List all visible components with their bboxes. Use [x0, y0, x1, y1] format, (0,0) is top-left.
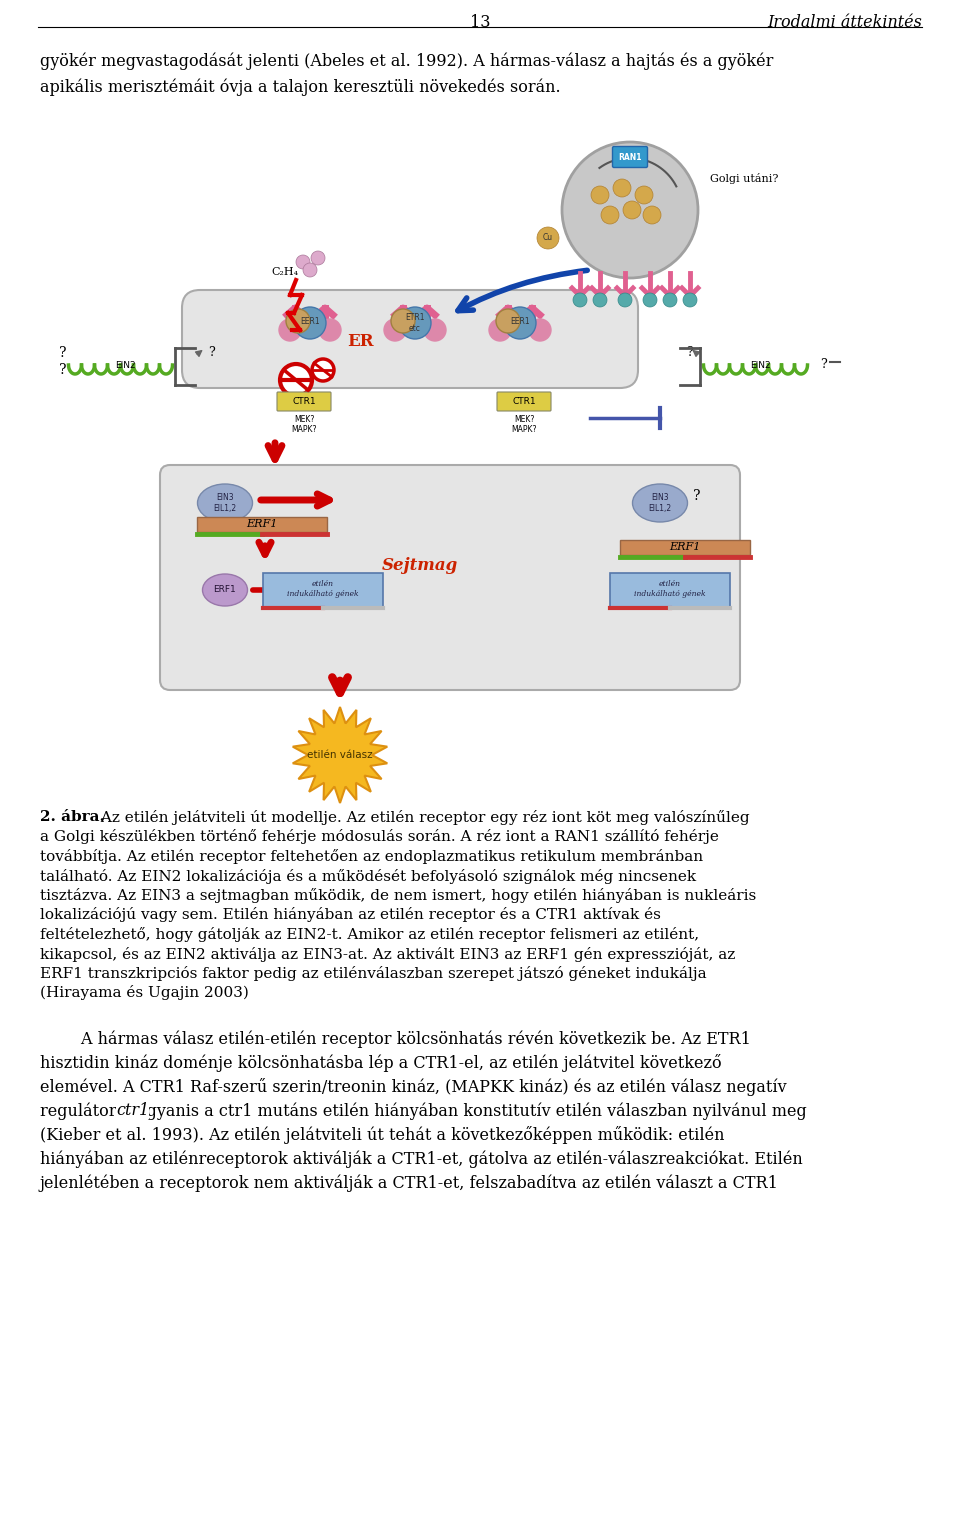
Circle shape: [279, 319, 301, 342]
Text: EIN3
EIL1,2: EIN3 EIL1,2: [648, 493, 672, 512]
Circle shape: [311, 252, 325, 265]
Circle shape: [399, 307, 431, 339]
FancyBboxPatch shape: [160, 465, 740, 689]
Circle shape: [391, 310, 415, 332]
Text: ?: ?: [60, 363, 67, 377]
Circle shape: [280, 364, 312, 396]
Circle shape: [643, 293, 657, 307]
Text: ERF1: ERF1: [214, 586, 236, 595]
FancyBboxPatch shape: [497, 392, 551, 412]
Ellipse shape: [198, 483, 252, 522]
Text: ctr1: ctr1: [116, 1103, 149, 1119]
Ellipse shape: [633, 483, 687, 522]
Circle shape: [683, 293, 697, 307]
Circle shape: [623, 201, 641, 220]
Circle shape: [562, 142, 698, 278]
Bar: [197, 517, 327, 532]
Text: ?: ?: [686, 346, 693, 358]
Text: ?: ?: [693, 490, 701, 503]
Text: MEK?
MAPK?: MEK? MAPK?: [512, 415, 537, 435]
Text: C₂H₄: C₂H₄: [272, 267, 299, 278]
Circle shape: [496, 310, 520, 332]
Ellipse shape: [203, 573, 248, 605]
Text: etilén
indukálható gének: etilén indukálható gének: [635, 581, 706, 598]
Text: CTR1: CTR1: [292, 396, 316, 406]
Circle shape: [601, 206, 619, 224]
Text: ERF1 transzkripciós faktor pedig az etilénválaszban szerepet játszó géneket indu: ERF1 transzkripciós faktor pedig az etil…: [40, 965, 707, 981]
Text: Sejtmag: Sejtmag: [382, 557, 458, 573]
Circle shape: [593, 293, 607, 307]
Text: EER1: EER1: [300, 317, 320, 326]
Text: feltételezhető, hogy gátolják az EIN2-t. Amikor az etilén receptor felismeri az : feltételezhető, hogy gátolják az EIN2-t.…: [40, 927, 699, 942]
Text: jelenlétében a receptorok nem aktiválják a CTR1-et, felszabadítva az etilén vála: jelenlétében a receptorok nem aktiválják…: [40, 1174, 779, 1191]
Text: RAN1: RAN1: [618, 152, 641, 162]
Text: továbbítja. Az etilén receptor feltehetően az endoplazmatikus retikulum membránb: továbbítja. Az etilén receptor feltehető…: [40, 849, 703, 865]
Text: (Kieber et al. 1993). Az etilén jelátviteli út tehát a következőképpen működik: : (Kieber et al. 1993). Az etilén jelátvit…: [40, 1125, 725, 1144]
Text: CTR1: CTR1: [513, 396, 536, 406]
Text: 13: 13: [469, 14, 491, 30]
Polygon shape: [293, 708, 387, 804]
Circle shape: [294, 307, 326, 339]
Text: tisztázva. Az EIN3 a sejtmagban működik, de nem ismert, hogy etilén hiányában is: tisztázva. Az EIN3 a sejtmagban működik,…: [40, 888, 756, 903]
Circle shape: [529, 319, 551, 342]
Text: kikapcsol, és az EIN2 aktiválja az EIN3-at. Az aktivált EIN3 az ERF1 gén express: kikapcsol, és az EIN2 aktiválja az EIN3-…: [40, 947, 735, 961]
Circle shape: [286, 310, 310, 332]
Text: ?: ?: [60, 346, 67, 360]
Circle shape: [618, 293, 632, 307]
Text: EER1: EER1: [510, 317, 530, 326]
Text: Irodalmi áttekintés: Irodalmi áttekintés: [767, 14, 922, 30]
Circle shape: [319, 319, 341, 342]
Text: regulátora, ugyanis a ctr1 mutáns etilén hiányában konstitutív etilén válaszban : regulátora, ugyanis a ctr1 mutáns etilén…: [40, 1103, 806, 1119]
Circle shape: [643, 206, 661, 224]
Circle shape: [489, 319, 511, 342]
Bar: [620, 540, 750, 555]
Text: (Hirayama és Ugajin 2003): (Hirayama és Ugajin 2003): [40, 985, 249, 1000]
Text: EIN2: EIN2: [750, 360, 770, 369]
Text: gyökér megvastagodását jelenti (Abeles et al. 1992). A hármas-válasz a hajtás és: gyökér megvastagodását jelenti (Abeles e…: [40, 52, 774, 70]
Text: lokalizációjú vagy sem. Etilén hiányában az etilén receptor és a CTR1 aktívak és: lokalizációjú vagy sem. Etilén hiányában…: [40, 907, 660, 923]
Text: ?: ?: [820, 358, 827, 372]
Circle shape: [424, 319, 446, 342]
Circle shape: [384, 319, 406, 342]
Text: A hármas válasz etilén-etilén receptor kölcsönhatás révén következik be. Az ETR1: A hármas válasz etilén-etilén receptor k…: [40, 1029, 751, 1048]
Circle shape: [591, 186, 609, 204]
Circle shape: [296, 255, 310, 268]
Text: EIN3
EIL1,2: EIN3 EIL1,2: [213, 493, 236, 512]
Text: ?: ?: [208, 346, 215, 358]
Text: a Golgi készülékben történő fehérje módosulás során. A réz iont a RAN1 szállító : a Golgi készülékben történő fehérje módo…: [40, 830, 719, 845]
Text: etilén
indukálható gének: etilén indukálható gének: [287, 581, 359, 598]
Text: 2. ábra.: 2. ábra.: [40, 810, 105, 824]
Circle shape: [504, 307, 536, 339]
Text: Cu: Cu: [543, 233, 553, 242]
Circle shape: [663, 293, 677, 307]
Text: ERF1: ERF1: [669, 541, 701, 552]
Text: ER: ER: [347, 334, 373, 351]
FancyBboxPatch shape: [182, 290, 638, 387]
Text: MEK?
MAPK?: MEK? MAPK?: [291, 415, 317, 435]
Circle shape: [635, 186, 653, 204]
Text: hisztidin kináz doménje kölcsönhatásba lép a CTR1-el, az etilén jelátvitel követ: hisztidin kináz doménje kölcsönhatásba l…: [40, 1054, 722, 1072]
Bar: [610, 573, 730, 607]
Text: apikális merisztémáit óvja a talajon keresztüli növekedés során.: apikális merisztémáit óvja a talajon ker…: [40, 78, 561, 96]
Text: Golgi utáni?: Golgi utáni?: [710, 172, 779, 183]
Text: Az etilén jelátviteli út modellje. Az etilén receptor egy réz iont köt meg valós: Az etilén jelátviteli út modellje. Az et…: [96, 810, 750, 825]
FancyBboxPatch shape: [277, 392, 331, 412]
Circle shape: [303, 262, 317, 278]
Text: ETR1
etc: ETR1 etc: [405, 313, 424, 332]
Text: hiányában az etilénreceptorok aktiválják a CTR1-et, gátolva az etilén-válaszreak: hiányában az etilénreceptorok aktiválják…: [40, 1150, 803, 1168]
Text: EIN2: EIN2: [114, 360, 135, 369]
Bar: [263, 573, 383, 607]
Text: található. Az EIN2 lokalizációja és a működését befolyásoló szignálok még nincse: található. Az EIN2 lokalizációja és a mű…: [40, 869, 696, 883]
Text: elemével. A CTR1 Raf-szerű szerin/treonin kináz, (MAPKK kináz) és az etilén vála: elemével. A CTR1 Raf-szerű szerin/treoni…: [40, 1078, 786, 1096]
Text: ERF1: ERF1: [247, 518, 277, 529]
Circle shape: [573, 293, 587, 307]
FancyBboxPatch shape: [612, 146, 647, 168]
Circle shape: [537, 227, 559, 249]
Circle shape: [312, 358, 334, 381]
Text: etilén válasz: etilén válasz: [307, 750, 372, 759]
Circle shape: [613, 178, 631, 197]
